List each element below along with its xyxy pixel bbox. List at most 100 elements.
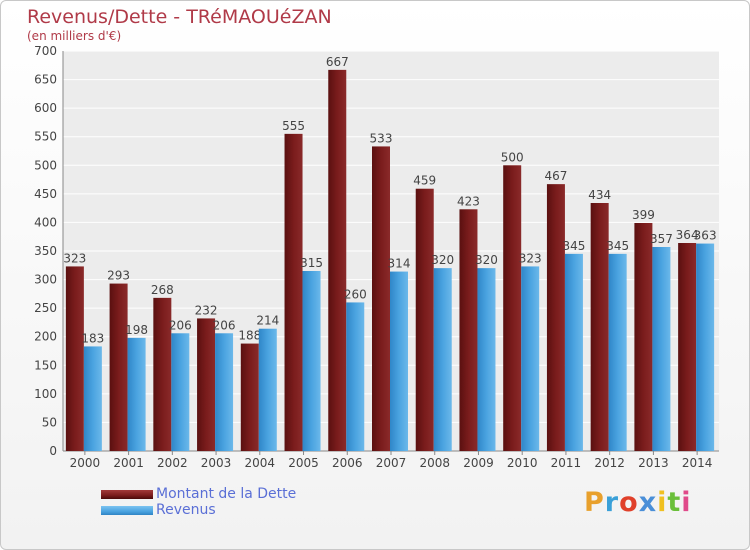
data-label-revenue: 320 <box>431 253 454 267</box>
bar-debt <box>284 133 303 451</box>
data-label-debt: 188 <box>238 329 261 343</box>
data-label-revenue: 357 <box>650 232 673 246</box>
y-tick-label: 150 <box>34 358 57 372</box>
y-tick-label: 100 <box>34 387 57 401</box>
x-tick-label: 2001 <box>113 456 144 470</box>
data-label-debt: 364 <box>676 228 699 242</box>
y-tick-label: 500 <box>34 158 57 172</box>
x-tick-label: 2008 <box>419 456 450 470</box>
x-tick-label: 2007 <box>376 456 407 470</box>
bar-revenue <box>83 346 102 451</box>
x-tick-label: 2014 <box>682 456 713 470</box>
data-label-debt: 533 <box>370 131 393 145</box>
data-label-debt: 459 <box>413 174 436 188</box>
y-tick-label: 450 <box>34 187 57 201</box>
x-tick-label: 2000 <box>70 456 101 470</box>
data-label-debt: 293 <box>107 269 130 283</box>
bar-debt <box>415 188 434 451</box>
chart-title: Revenus/Dette - TRéMAOUéZAN <box>27 6 332 28</box>
bar-debt <box>459 209 478 451</box>
data-label-debt: 667 <box>326 55 349 69</box>
x-tick-label: 2006 <box>332 456 363 470</box>
x-tick-label: 2012 <box>594 456 625 470</box>
x-tick-label: 2002 <box>157 456 188 470</box>
bar-debt <box>197 318 216 451</box>
data-label-debt: 467 <box>544 169 567 183</box>
bar-revenue <box>477 268 496 451</box>
legend-label-revenue: Revenus <box>156 502 216 518</box>
y-tick-label: 400 <box>34 215 57 229</box>
data-label-revenue: 345 <box>562 239 585 253</box>
bar-revenue <box>608 253 627 451</box>
bar-debt <box>109 283 128 451</box>
logo-letter: x <box>638 487 658 518</box>
chart-subtitle: (en milliers d'€) <box>27 29 122 43</box>
bar-revenue <box>127 337 146 451</box>
x-tick-label: 2004 <box>245 456 276 470</box>
logo-letter: t <box>667 487 682 518</box>
y-tick-label: 650 <box>34 73 57 87</box>
y-tick-label: 300 <box>34 273 57 287</box>
logo-letter: o <box>619 487 639 518</box>
x-tick-label: 2013 <box>638 456 669 470</box>
logo-letter: r <box>604 487 620 518</box>
data-label-revenue: 206 <box>169 318 192 332</box>
data-label-debt: 323 <box>63 251 86 265</box>
data-label-debt: 500 <box>501 150 524 164</box>
bar-revenue <box>564 253 583 451</box>
bar-revenue <box>171 333 190 451</box>
data-label-debt: 399 <box>632 208 655 222</box>
bar-revenue <box>521 266 540 451</box>
x-tick-label: 2003 <box>201 456 232 470</box>
y-tick-label: 350 <box>34 244 57 258</box>
data-label-debt: 232 <box>195 303 218 317</box>
data-label-revenue: 183 <box>81 331 104 345</box>
bar-debt <box>240 343 259 451</box>
y-tick-label: 550 <box>34 130 57 144</box>
x-tick-label: 2009 <box>463 456 494 470</box>
data-label-revenue: 214 <box>256 314 279 328</box>
legend-swatch-revenue <box>101 506 153 515</box>
y-tick-label: 600 <box>34 101 57 115</box>
data-label-revenue: 320 <box>475 253 498 267</box>
data-label-debt: 555 <box>282 119 305 133</box>
bar-revenue <box>433 268 452 451</box>
data-label-revenue: 345 <box>606 239 629 253</box>
bar-debt <box>328 69 347 451</box>
bar-debt <box>634 223 653 451</box>
data-label-revenue: 260 <box>344 287 367 301</box>
bar-revenue <box>346 302 365 451</box>
bar-revenue <box>302 271 321 451</box>
y-tick-label: 700 <box>34 44 57 58</box>
bar-revenue <box>258 328 277 451</box>
bar-debt <box>546 184 565 451</box>
logo-letter: i <box>681 487 692 518</box>
bar-revenue <box>696 243 715 451</box>
x-tick-label: 2010 <box>507 456 538 470</box>
bar-debt <box>590 203 609 451</box>
data-label-revenue: 198 <box>125 323 148 337</box>
bar-revenue <box>652 247 671 451</box>
data-label-revenue: 363 <box>694 229 717 243</box>
logo-letter: P <box>584 487 605 518</box>
bar-revenue <box>215 333 234 451</box>
bar-debt <box>153 297 172 451</box>
data-label-revenue: 315 <box>300 256 323 270</box>
y-tick-label: 250 <box>34 301 57 315</box>
bar-debt <box>372 146 390 451</box>
bar-debt <box>503 165 522 452</box>
data-label-debt: 268 <box>151 283 174 297</box>
legend-label-debt: Montant de la Dette <box>156 486 297 502</box>
logo-letter: i <box>657 487 668 518</box>
bar-debt <box>678 243 697 451</box>
bar-revenue <box>390 271 408 451</box>
legend-swatch-debt <box>101 490 153 499</box>
x-tick-label: 2005 <box>288 456 319 470</box>
y-tick-label: 200 <box>34 330 57 344</box>
data-label-revenue: 323 <box>519 251 542 265</box>
data-label-revenue: 206 <box>213 318 236 332</box>
y-tick-label: 0 <box>49 444 57 458</box>
y-tick-label: 50 <box>42 415 57 429</box>
